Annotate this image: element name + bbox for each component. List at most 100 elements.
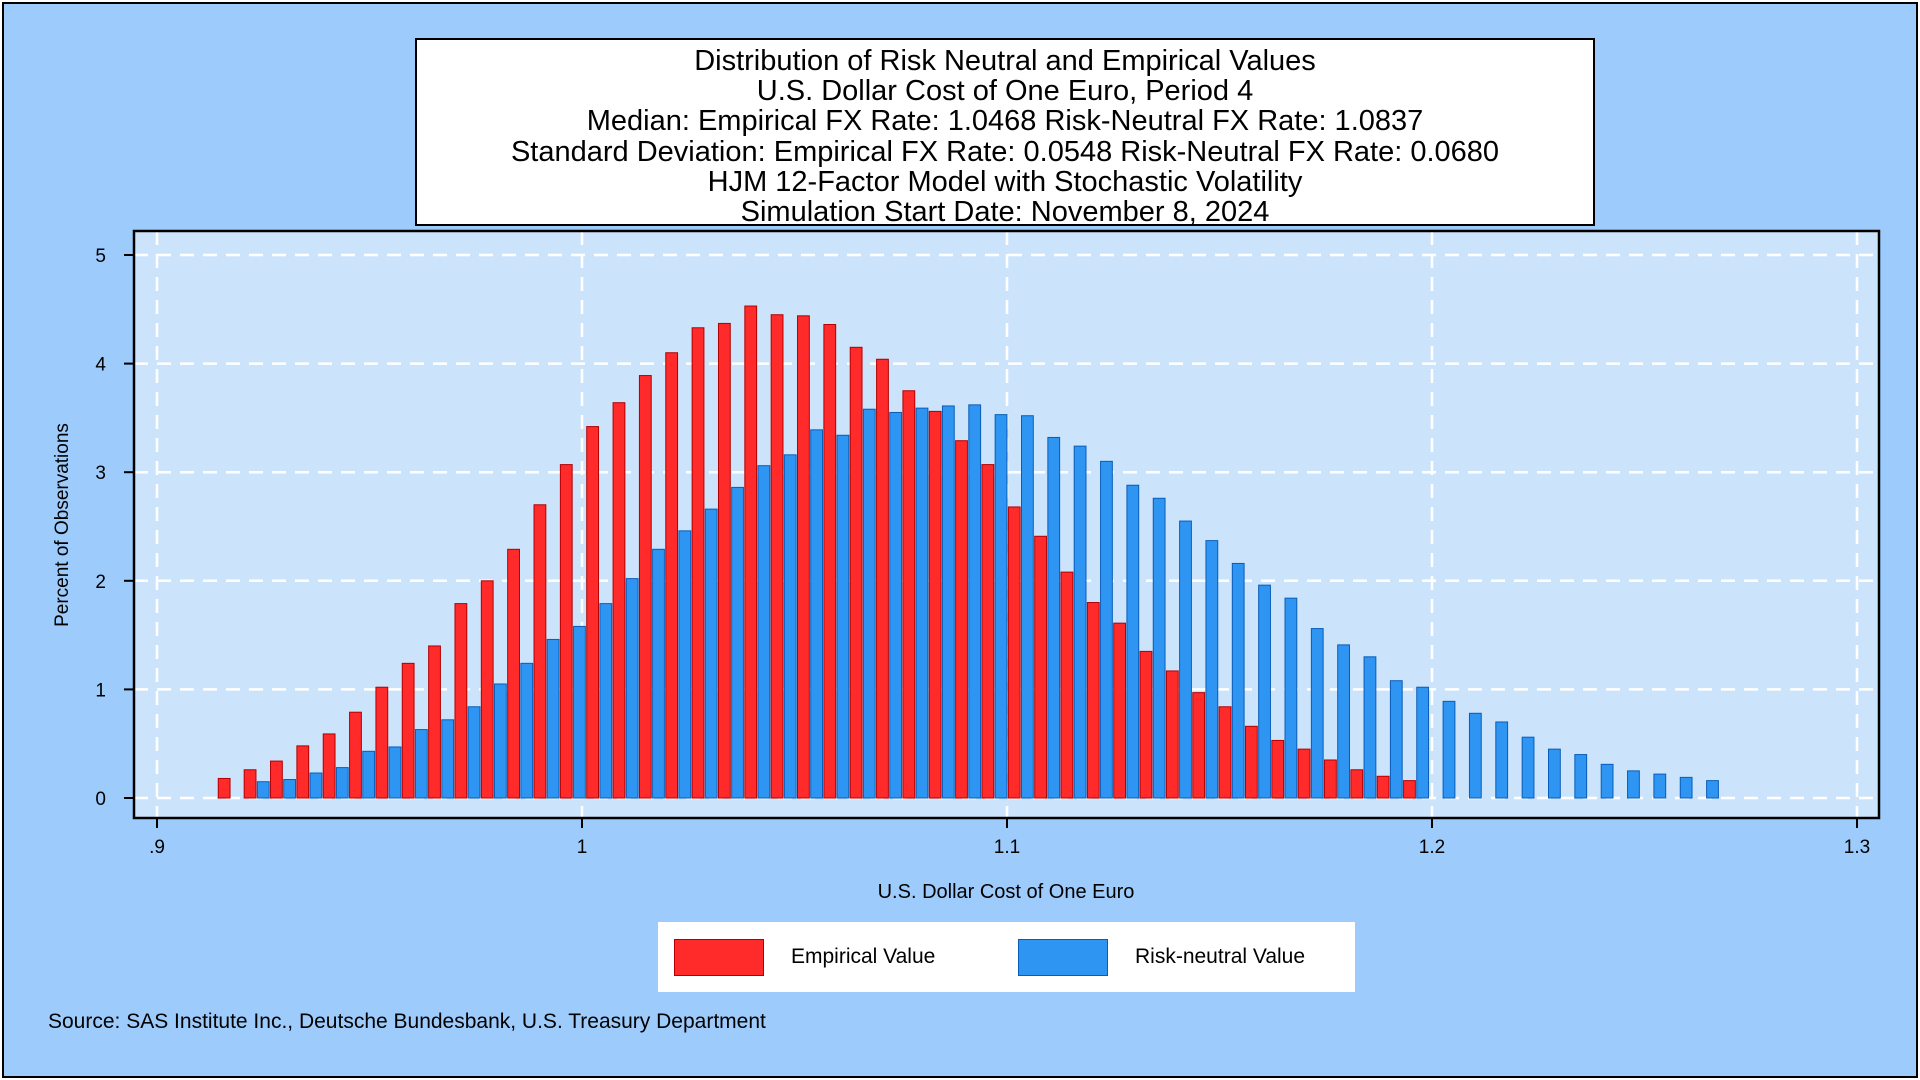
bar-risk-neutral: [1337, 644, 1350, 799]
bar-risk-neutral: [889, 411, 903, 799]
bar-empirical: [1060, 571, 1074, 799]
bar-risk-neutral: [757, 465, 771, 799]
bar-risk-neutral: [862, 408, 876, 799]
y-tick-label: 0: [95, 789, 106, 810]
bar-empirical: [876, 358, 889, 799]
bar-risk-neutral: [573, 625, 586, 799]
bar-risk-neutral: [362, 750, 376, 799]
bar-risk-neutral: [1126, 484, 1140, 799]
bar-empirical: [375, 686, 389, 799]
bar-empirical: [823, 324, 837, 799]
bar-risk-neutral: [1363, 656, 1377, 799]
bar-risk-neutral: [652, 548, 665, 799]
bar-empirical: [401, 662, 415, 799]
bar-empirical: [1086, 602, 1100, 799]
bar-empirical: [1034, 535, 1047, 799]
bar-empirical: [1139, 650, 1153, 799]
bar-risk-neutral: [1679, 776, 1693, 799]
x-tick-label: 1.1: [994, 837, 1020, 858]
bar-risk-neutral: [1021, 415, 1034, 799]
bar-risk-neutral: [546, 638, 560, 799]
bar-risk-neutral: [283, 779, 297, 799]
bar-risk-neutral: [1152, 497, 1166, 799]
bar-risk-neutral: [1231, 562, 1245, 799]
bar-empirical: [638, 375, 652, 799]
bar-empirical: [1297, 748, 1311, 799]
source-note: Source: SAS Institute Inc., Deutsche Bun…: [48, 1010, 766, 1033]
bar-empirical: [849, 346, 863, 799]
bar-risk-neutral: [388, 746, 402, 799]
bar-risk-neutral: [1495, 721, 1509, 799]
bar-risk-neutral: [1389, 680, 1403, 799]
bar-empirical: [1007, 506, 1021, 799]
bar-empirical: [1350, 769, 1364, 799]
bar-empirical: [665, 352, 679, 799]
bar-empirical: [1376, 775, 1390, 799]
bar-risk-neutral: [1416, 686, 1430, 799]
bar-risk-neutral: [968, 404, 982, 799]
bar-risk-neutral: [441, 719, 455, 799]
bar-empirical: [533, 504, 547, 799]
bar-empirical: [270, 760, 283, 799]
bar-risk-neutral: [256, 781, 270, 799]
bar-risk-neutral: [1548, 748, 1561, 799]
legend-swatch-risk-neutral: [1018, 939, 1108, 976]
bar-empirical: [1192, 692, 1206, 799]
bar-risk-neutral: [1179, 520, 1192, 799]
bars-group: [217, 305, 1719, 799]
x-tick-label: 1.3: [1844, 837, 1870, 858]
x-tick-label: 1.2: [1419, 837, 1445, 858]
bar-empirical: [454, 603, 468, 799]
chart-title-box: Distribution of Risk Neutral and Empiric…: [415, 38, 1595, 229]
bar-risk-neutral: [520, 662, 534, 799]
bar-empirical: [1218, 706, 1232, 799]
bar-risk-neutral: [1468, 712, 1482, 799]
bar-risk-neutral: [625, 578, 639, 799]
y-tick-label: 4: [95, 355, 106, 376]
bar-empirical: [1113, 622, 1127, 799]
bar-risk-neutral: [1073, 445, 1087, 799]
bar-empirical: [349, 711, 362, 799]
bar-empirical: [902, 390, 916, 799]
bar-empirical: [744, 305, 758, 799]
bar-empirical: [928, 410, 942, 799]
legend: Empirical Value Risk-neutral Value: [658, 922, 1355, 992]
bar-empirical: [717, 322, 731, 799]
bar-empirical: [586, 426, 600, 799]
bar-empirical: [691, 327, 705, 799]
bar-risk-neutral: [731, 486, 744, 799]
bar-empirical: [480, 580, 494, 799]
bar-empirical: [1403, 780, 1416, 799]
bar-empirical: [770, 314, 784, 799]
legend-label-empirical: Empirical Value: [791, 945, 936, 968]
bar-risk-neutral: [1310, 628, 1324, 799]
x-axis: .9 1 1.1 1.2 1.3: [149, 818, 1870, 858]
bar-risk-neutral: [1521, 736, 1535, 799]
bar-risk-neutral: [1627, 770, 1640, 799]
bar-risk-neutral: [467, 706, 481, 799]
bar-risk-neutral: [1100, 460, 1113, 799]
chart-title: Distribution of Risk Neutral and Empiric…: [694, 45, 1316, 77]
bar-empirical: [1324, 759, 1337, 799]
bar-empirical: [797, 315, 810, 799]
y-axis-label: Percent of Observations: [52, 423, 73, 627]
bar-risk-neutral: [836, 434, 850, 799]
bar-risk-neutral: [494, 683, 507, 799]
bar-risk-neutral: [1600, 763, 1614, 799]
bar-risk-neutral: [1442, 700, 1456, 799]
y-axis: 0 1 2 3 4 5: [95, 246, 134, 810]
model-line: HJM 12-Factor Model with Stochastic Vola…: [707, 165, 1303, 198]
bar-risk-neutral: [1205, 540, 1219, 799]
y-tick-label: 1: [95, 680, 106, 701]
legend-swatch-empirical: [674, 939, 764, 976]
bar-empirical: [612, 402, 626, 799]
bar-risk-neutral: [783, 454, 797, 799]
bar-empirical: [1244, 725, 1258, 799]
bar-empirical: [217, 777, 231, 799]
bar-empirical: [507, 548, 520, 799]
bar-empirical: [296, 745, 310, 799]
x-tick-label: .9: [149, 837, 165, 858]
bar-empirical: [981, 464, 995, 799]
start-date-line: Simulation Start Date: November 8, 2024: [740, 196, 1270, 229]
